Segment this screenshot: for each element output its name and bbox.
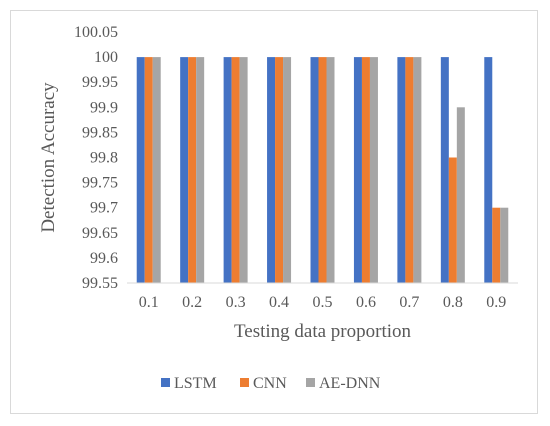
bar-ae-dnn-0.9 [500,207,509,283]
bar-lstm-0.9 [484,57,493,283]
bar-ae-dnn-0.2 [196,57,205,283]
y-tick-label: 99.9 [90,99,118,116]
bar-cnn-0.2 [188,57,197,283]
legend-label-ae-dnn: AE-DNN [319,375,381,392]
x-tick-label: 0.8 [443,294,463,311]
bar-lstm-0.7 [397,57,406,283]
y-tick-label: 99.95 [82,74,118,91]
y-tick-label: 99.6 [90,250,118,267]
legend-label-lstm: LSTM [174,375,217,392]
bar-lstm-0.4 [267,57,276,283]
bar-lstm-0.3 [223,57,232,283]
x-axis-ticks: 0.1 0.2 0.3 0.4 0.5 0.6 0.7 0.8 0.9 [139,294,507,311]
bar-lstm-0.5 [310,57,319,283]
bar-ae-dnn-0.4 [283,57,292,283]
x-tick-label: 0.2 [182,294,202,311]
y-tick-label: 99.75 [82,175,118,192]
bar-lstm-0.2 [180,57,189,283]
x-tick-label: 0.7 [399,294,419,311]
y-axis-ticks: 99.55 99.6 99.65 99.7 99.75 99.8 99.85 99.9 99.9… [74,24,118,292]
legend: LSTM CNN AE-DNN [161,375,381,392]
y-tick-label: 99.85 [82,124,118,141]
y-tick-label: 100 [94,49,118,66]
bar-ae-dnn-0.6 [369,57,378,283]
y-tick-label: 100.05 [74,24,118,41]
y-tick-label: 99.7 [90,200,118,217]
y-tick-label: 99.55 [82,275,118,292]
bar-cnn-0.6 [361,57,370,283]
y-tick-label: 99.8 [90,150,118,167]
x-axis-title: Testing data proportion [234,321,412,342]
x-tick-label: 0.5 [313,294,333,311]
x-tick-label: 0.6 [356,294,376,311]
bar-cnn-0.7 [405,57,414,283]
bars [136,57,509,283]
bar-cnn-0.1 [144,57,153,283]
bar-cnn-0.9 [492,207,501,283]
x-tick-label: 0.1 [139,294,159,311]
bar-lstm-0.1 [136,57,145,283]
bar-ae-dnn-0.3 [239,57,248,283]
bar-lstm-0.6 [353,57,362,283]
bar-ae-dnn-0.7 [413,57,422,283]
x-tick-label: 0.4 [269,294,289,311]
bar-ae-dnn-0.5 [326,57,335,283]
bar-cnn-0.5 [318,57,327,283]
legend-swatch-ae-dnn [306,378,315,387]
bar-lstm-0.8 [440,57,449,283]
legend-label-cnn: CNN [253,375,287,392]
bar-ae-dnn-0.1 [152,57,161,283]
x-tick-label: 0.9 [486,294,506,311]
bar-ae-dnn-0.8 [456,107,465,283]
legend-swatch-cnn [240,378,249,387]
bar-cnn-0.4 [275,57,284,283]
y-axis-title: Detection Accuracy [38,82,59,233]
y-tick-label: 99.65 [82,225,118,242]
bar-cnn-0.8 [448,157,457,283]
bar-cnn-0.3 [231,57,240,283]
legend-swatch-lstm [161,378,170,387]
x-tick-label: 0.3 [226,294,246,311]
